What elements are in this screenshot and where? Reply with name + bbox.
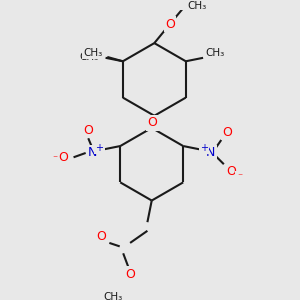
Text: O: O bbox=[83, 124, 93, 137]
Text: N: N bbox=[88, 146, 97, 160]
Text: CH₃: CH₃ bbox=[187, 1, 206, 11]
Text: O: O bbox=[148, 116, 158, 129]
Text: O: O bbox=[96, 230, 106, 243]
Text: CH₃: CH₃ bbox=[84, 48, 103, 58]
Text: +: + bbox=[200, 143, 208, 153]
Text: CH₃: CH₃ bbox=[206, 48, 225, 58]
Text: N: N bbox=[206, 146, 216, 160]
Text: O: O bbox=[58, 151, 68, 164]
Text: O: O bbox=[227, 166, 237, 178]
Text: CH₃: CH₃ bbox=[80, 52, 99, 62]
Text: O: O bbox=[125, 268, 135, 281]
Text: ⁻: ⁻ bbox=[237, 172, 242, 182]
Text: ⁻: ⁻ bbox=[53, 154, 58, 164]
Text: CH₃: CH₃ bbox=[103, 292, 122, 300]
Text: +: + bbox=[95, 143, 104, 153]
Text: O: O bbox=[165, 18, 175, 31]
Text: O: O bbox=[222, 126, 232, 139]
